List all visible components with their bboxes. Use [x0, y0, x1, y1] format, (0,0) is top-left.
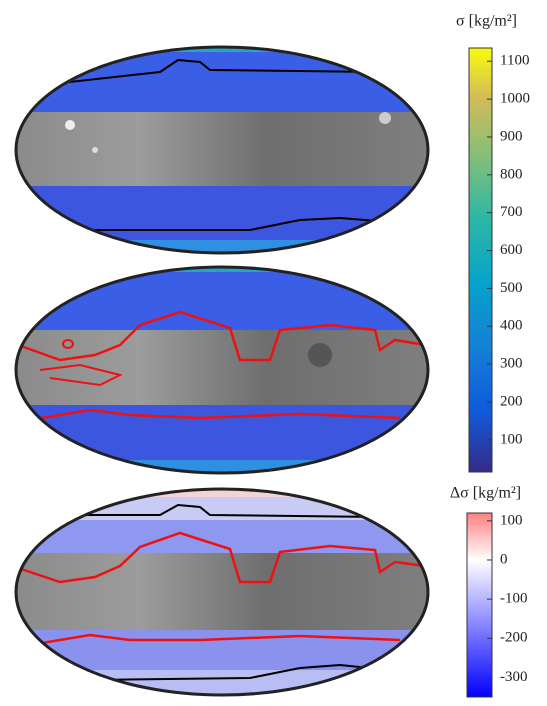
tick-label: 300	[500, 356, 523, 372]
tick-label: 200	[500, 393, 523, 409]
tick-label: -300	[500, 669, 528, 685]
tick-label: 1000	[500, 91, 530, 107]
map-panel	[10, 40, 440, 261]
tick-label: -200	[500, 630, 528, 646]
colorbar-title: σ [kg/m²]	[456, 13, 517, 30]
tick-label: 100	[500, 431, 523, 447]
tick-label: 400	[500, 318, 523, 334]
tick-label: -100	[500, 591, 528, 607]
colorbar	[467, 513, 492, 697]
tick-label: 0	[500, 551, 508, 567]
colorbar	[469, 48, 492, 472]
tick-label: 800	[500, 166, 523, 182]
map-panel	[10, 260, 440, 480]
tick-label: 1100	[500, 53, 529, 69]
colorbar-title: Δσ [kg/m²]	[450, 485, 521, 502]
map-panel	[10, 485, 440, 700]
tick-label: 900	[500, 128, 523, 144]
tick-label: 500	[500, 280, 523, 296]
tick-label: 600	[500, 242, 523, 258]
tick-label: 700	[500, 204, 523, 220]
tick-label: 100	[500, 512, 523, 528]
figure: σ [kg/m²]1002003004005006007008009001000…	[0, 0, 547, 701]
